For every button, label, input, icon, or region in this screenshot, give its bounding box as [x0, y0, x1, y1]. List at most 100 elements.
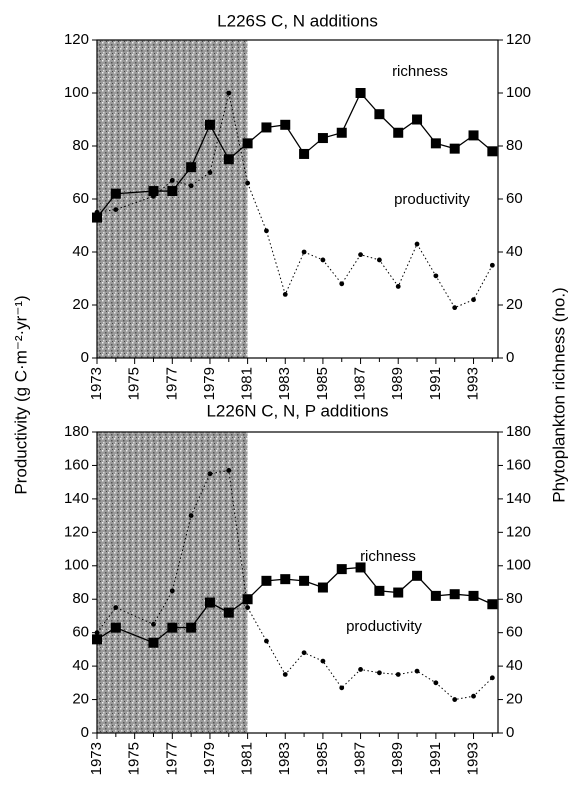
y-tick-label: 100: [64, 84, 89, 101]
y-tick-label: 20: [72, 296, 89, 313]
richness-marker: [355, 562, 366, 573]
productivity-marker: [395, 672, 401, 677]
productivity-marker: [264, 228, 269, 234]
y2-tick-label: 100: [506, 84, 531, 101]
productivity-marker: [320, 257, 326, 263]
annotation: productivity: [394, 191, 470, 208]
productivity-marker: [452, 697, 458, 702]
richness-marker: [449, 589, 460, 600]
x-tick-label: 1989: [389, 742, 406, 775]
productivity-marker: [245, 605, 251, 610]
richness-marker: [280, 574, 291, 585]
chart-title: L226N C, N, P additions: [206, 401, 388, 420]
richness-marker: [110, 622, 121, 633]
x-tick-label: 1987: [352, 367, 369, 400]
richness-marker: [317, 133, 328, 144]
productivity-marker: [395, 284, 401, 289]
richness-marker: [242, 138, 253, 149]
productivity-marker: [471, 297, 476, 303]
productivity-marker: [169, 588, 175, 594]
y2-tick-label: 180: [506, 423, 531, 440]
y-tick-label: 180: [64, 423, 89, 440]
y-tick-label: 60: [72, 624, 89, 641]
x-tick-label: 1977: [163, 367, 180, 400]
productivity-marker: [151, 621, 156, 627]
x-tick-label: 1991: [427, 742, 444, 775]
treatment-shade: [97, 432, 248, 733]
productivity-marker: [376, 257, 382, 263]
richness-marker: [430, 138, 441, 149]
richness-marker: [204, 119, 215, 130]
richness-marker: [336, 564, 347, 575]
y-tick-label: 0: [81, 349, 89, 366]
productivity-marker: [151, 193, 156, 199]
x-tick-label: 1973: [88, 367, 105, 400]
plot-frame: [96, 431, 499, 734]
productivity-marker: [188, 513, 194, 519]
x-tick-label: 1987: [352, 742, 369, 775]
richness-marker: [186, 162, 197, 173]
annotation: richness: [360, 548, 416, 565]
productivity-marker: [301, 650, 307, 656]
x-tick-label: 1981: [239, 367, 256, 400]
y2-tick-label: 140: [506, 490, 531, 507]
annotation: productivity: [346, 618, 422, 635]
richness-marker: [92, 212, 102, 223]
x-tick-label: 1973: [88, 742, 105, 775]
richness-marker: [374, 109, 385, 120]
richness-marker: [148, 186, 159, 197]
richness-marker: [412, 114, 423, 125]
productivity-marker: [339, 281, 345, 287]
x-tick-label: 1983: [276, 367, 293, 400]
richness-marker: [148, 637, 159, 648]
productivity-marker: [452, 305, 458, 311]
productivity-marker: [414, 668, 420, 674]
richness-marker: [412, 570, 423, 581]
y-tick-label: 20: [72, 691, 89, 708]
treatment-shade: [97, 40, 248, 358]
x-tick-label: 1985: [314, 367, 331, 400]
y2-tick-label: 60: [506, 190, 523, 207]
y-tick-label: 80: [72, 137, 89, 154]
productivity-marker: [358, 252, 363, 258]
y2-tick-label: 100: [506, 557, 531, 574]
y2-tick-label: 120: [506, 523, 531, 540]
x-tick-label: 1979: [201, 742, 218, 775]
richness-marker: [468, 130, 479, 141]
productivity-marker: [320, 658, 326, 664]
y2-tick-label: 20: [506, 691, 523, 708]
productivity-marker: [188, 183, 194, 189]
productivity-marker: [282, 672, 288, 677]
productivity-marker: [226, 90, 232, 96]
series-line: [96, 92, 493, 309]
y-tick-label: 80: [72, 590, 89, 607]
richness-marker: [393, 127, 404, 138]
y-tick-label: 100: [64, 557, 89, 574]
productivity-marker: [113, 207, 119, 213]
productivity-marker: [226, 468, 232, 473]
x-tick-label: 1991: [427, 367, 444, 400]
richness-marker: [393, 587, 404, 598]
y2-tick-label: 80: [506, 137, 523, 154]
richness-marker: [355, 88, 366, 98]
productivity-marker: [94, 630, 100, 636]
y2-tick-label: 20: [506, 296, 523, 313]
richness-marker: [242, 594, 253, 605]
y2-tick-label: 0: [506, 349, 514, 366]
productivity-marker: [489, 262, 495, 268]
richness-marker: [430, 590, 441, 601]
productivity-marker: [282, 292, 288, 297]
x-tick-label: 1979: [201, 367, 218, 400]
richness-marker: [92, 634, 102, 645]
richness-marker: [186, 622, 197, 633]
y-axis-label: Productivity (g C·m⁻²·yr⁻¹): [11, 295, 30, 494]
y-tick-label: 120: [64, 31, 89, 48]
productivity-marker: [207, 170, 213, 175]
richness-marker: [299, 575, 310, 586]
y2-tick-label: 60: [506, 624, 523, 641]
richness-marker: [468, 590, 479, 601]
richness-marker: [167, 622, 178, 633]
productivity-marker: [433, 273, 439, 279]
x-tick-label: 1993: [464, 742, 481, 775]
